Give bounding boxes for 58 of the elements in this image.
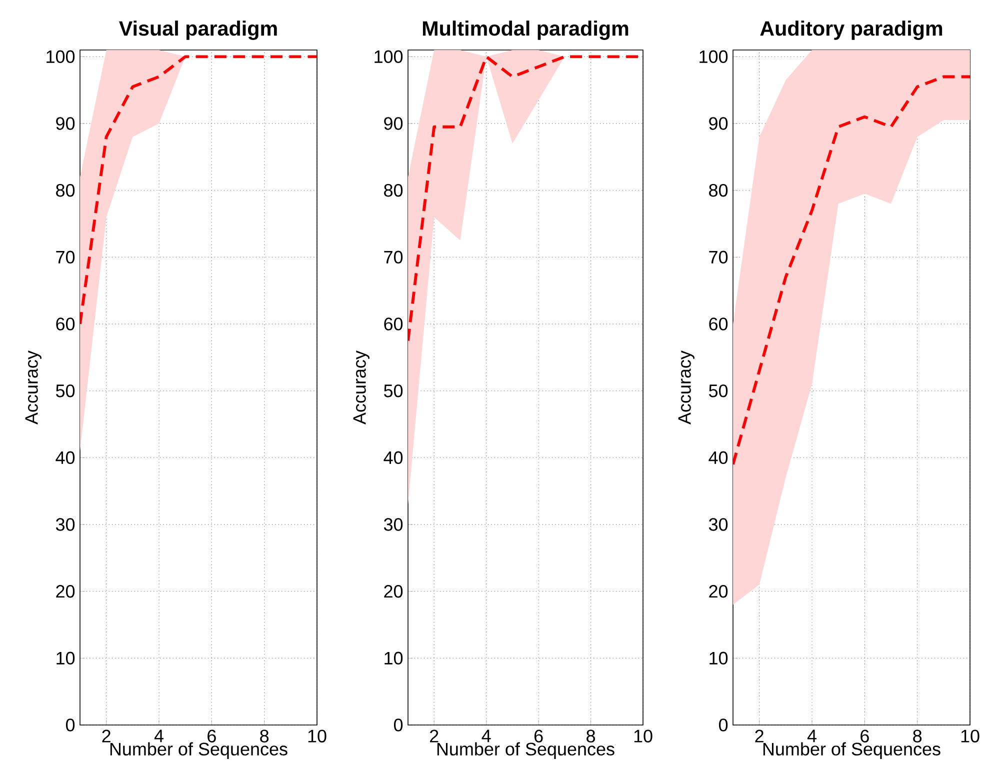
x-axis-title: Number of Sequences [110,742,288,760]
y-tick-label: 10 [710,652,728,665]
y-tick-label: 90 [384,117,403,130]
y-tick-label: 100 [46,50,75,64]
y-tick-label: 20 [56,584,75,598]
y-tick-label: 70 [709,250,728,264]
x-tick-label: 6 [208,730,216,742]
y-tick-label: 100 [374,50,403,64]
y-tick-label: 80 [709,184,728,197]
y-axis-title: Accuracy [678,350,694,424]
x-tick-label: 10 [308,730,326,742]
chart-title: Visual paradigm [119,20,277,40]
y-tick-label: 60 [384,318,403,330]
x-tick-label: 8 [260,730,269,742]
x-tick-label: 2 [102,730,110,742]
x-tick-label: 4 [482,730,491,742]
x-tick-label: 2 [755,730,764,742]
y-tick-label: 50 [384,384,403,398]
y-tick-label: 100 [700,50,728,64]
y-tick-label: 40 [384,451,403,464]
y-tick-label: 50 [56,384,75,398]
chart-title: Multimodal paradigm [422,20,628,40]
y-tick-label: 30 [708,518,728,531]
y-tick-label: 60 [709,318,728,330]
y-tick-label: 50 [708,384,728,398]
x-tick-label: 4 [154,730,164,742]
y-tick-label: 80 [56,184,75,197]
y-tick-label: 0 [394,718,403,732]
x-tick-label: 10 [961,730,980,742]
x-axis-title: Number of Sequences [437,742,614,760]
y-tick-label: 20 [384,584,403,598]
y-tick-label: 30 [56,518,75,531]
y-axis-title: Accuracy [25,350,42,424]
x-tick-label: 8 [913,730,922,742]
y-tick-label: 0 [66,718,75,732]
y-tick-label: 60 [56,318,75,330]
y-tick-label: 40 [708,451,728,464]
y-tick-label: 90 [709,117,728,130]
y-tick-label: 70 [56,250,75,264]
y-tick-label: 90 [56,117,75,130]
y-tick-label: 40 [56,451,75,464]
x-tick-label: 10 [634,730,652,742]
x-axis-title: Number of Sequences [763,742,940,760]
y-axis-title: Accuracy [353,350,370,424]
y-tick-label: 70 [384,250,403,264]
x-tick-label: 4 [807,730,816,742]
x-tick-label: 6 [534,730,543,742]
y-tick-label: 20 [709,584,728,598]
y-tick-label: 10 [384,652,403,665]
y-tick-label: 80 [384,184,403,197]
x-tick-label: 2 [430,730,438,742]
y-tick-label: 0 [719,718,728,732]
x-tick-label: 8 [586,730,595,742]
y-tick-label: 30 [384,518,403,531]
chart-title: Auditory paradigm [760,20,942,40]
y-tick-label: 10 [56,652,75,665]
x-tick-label: 6 [860,730,869,742]
line-series [733,75,970,466]
